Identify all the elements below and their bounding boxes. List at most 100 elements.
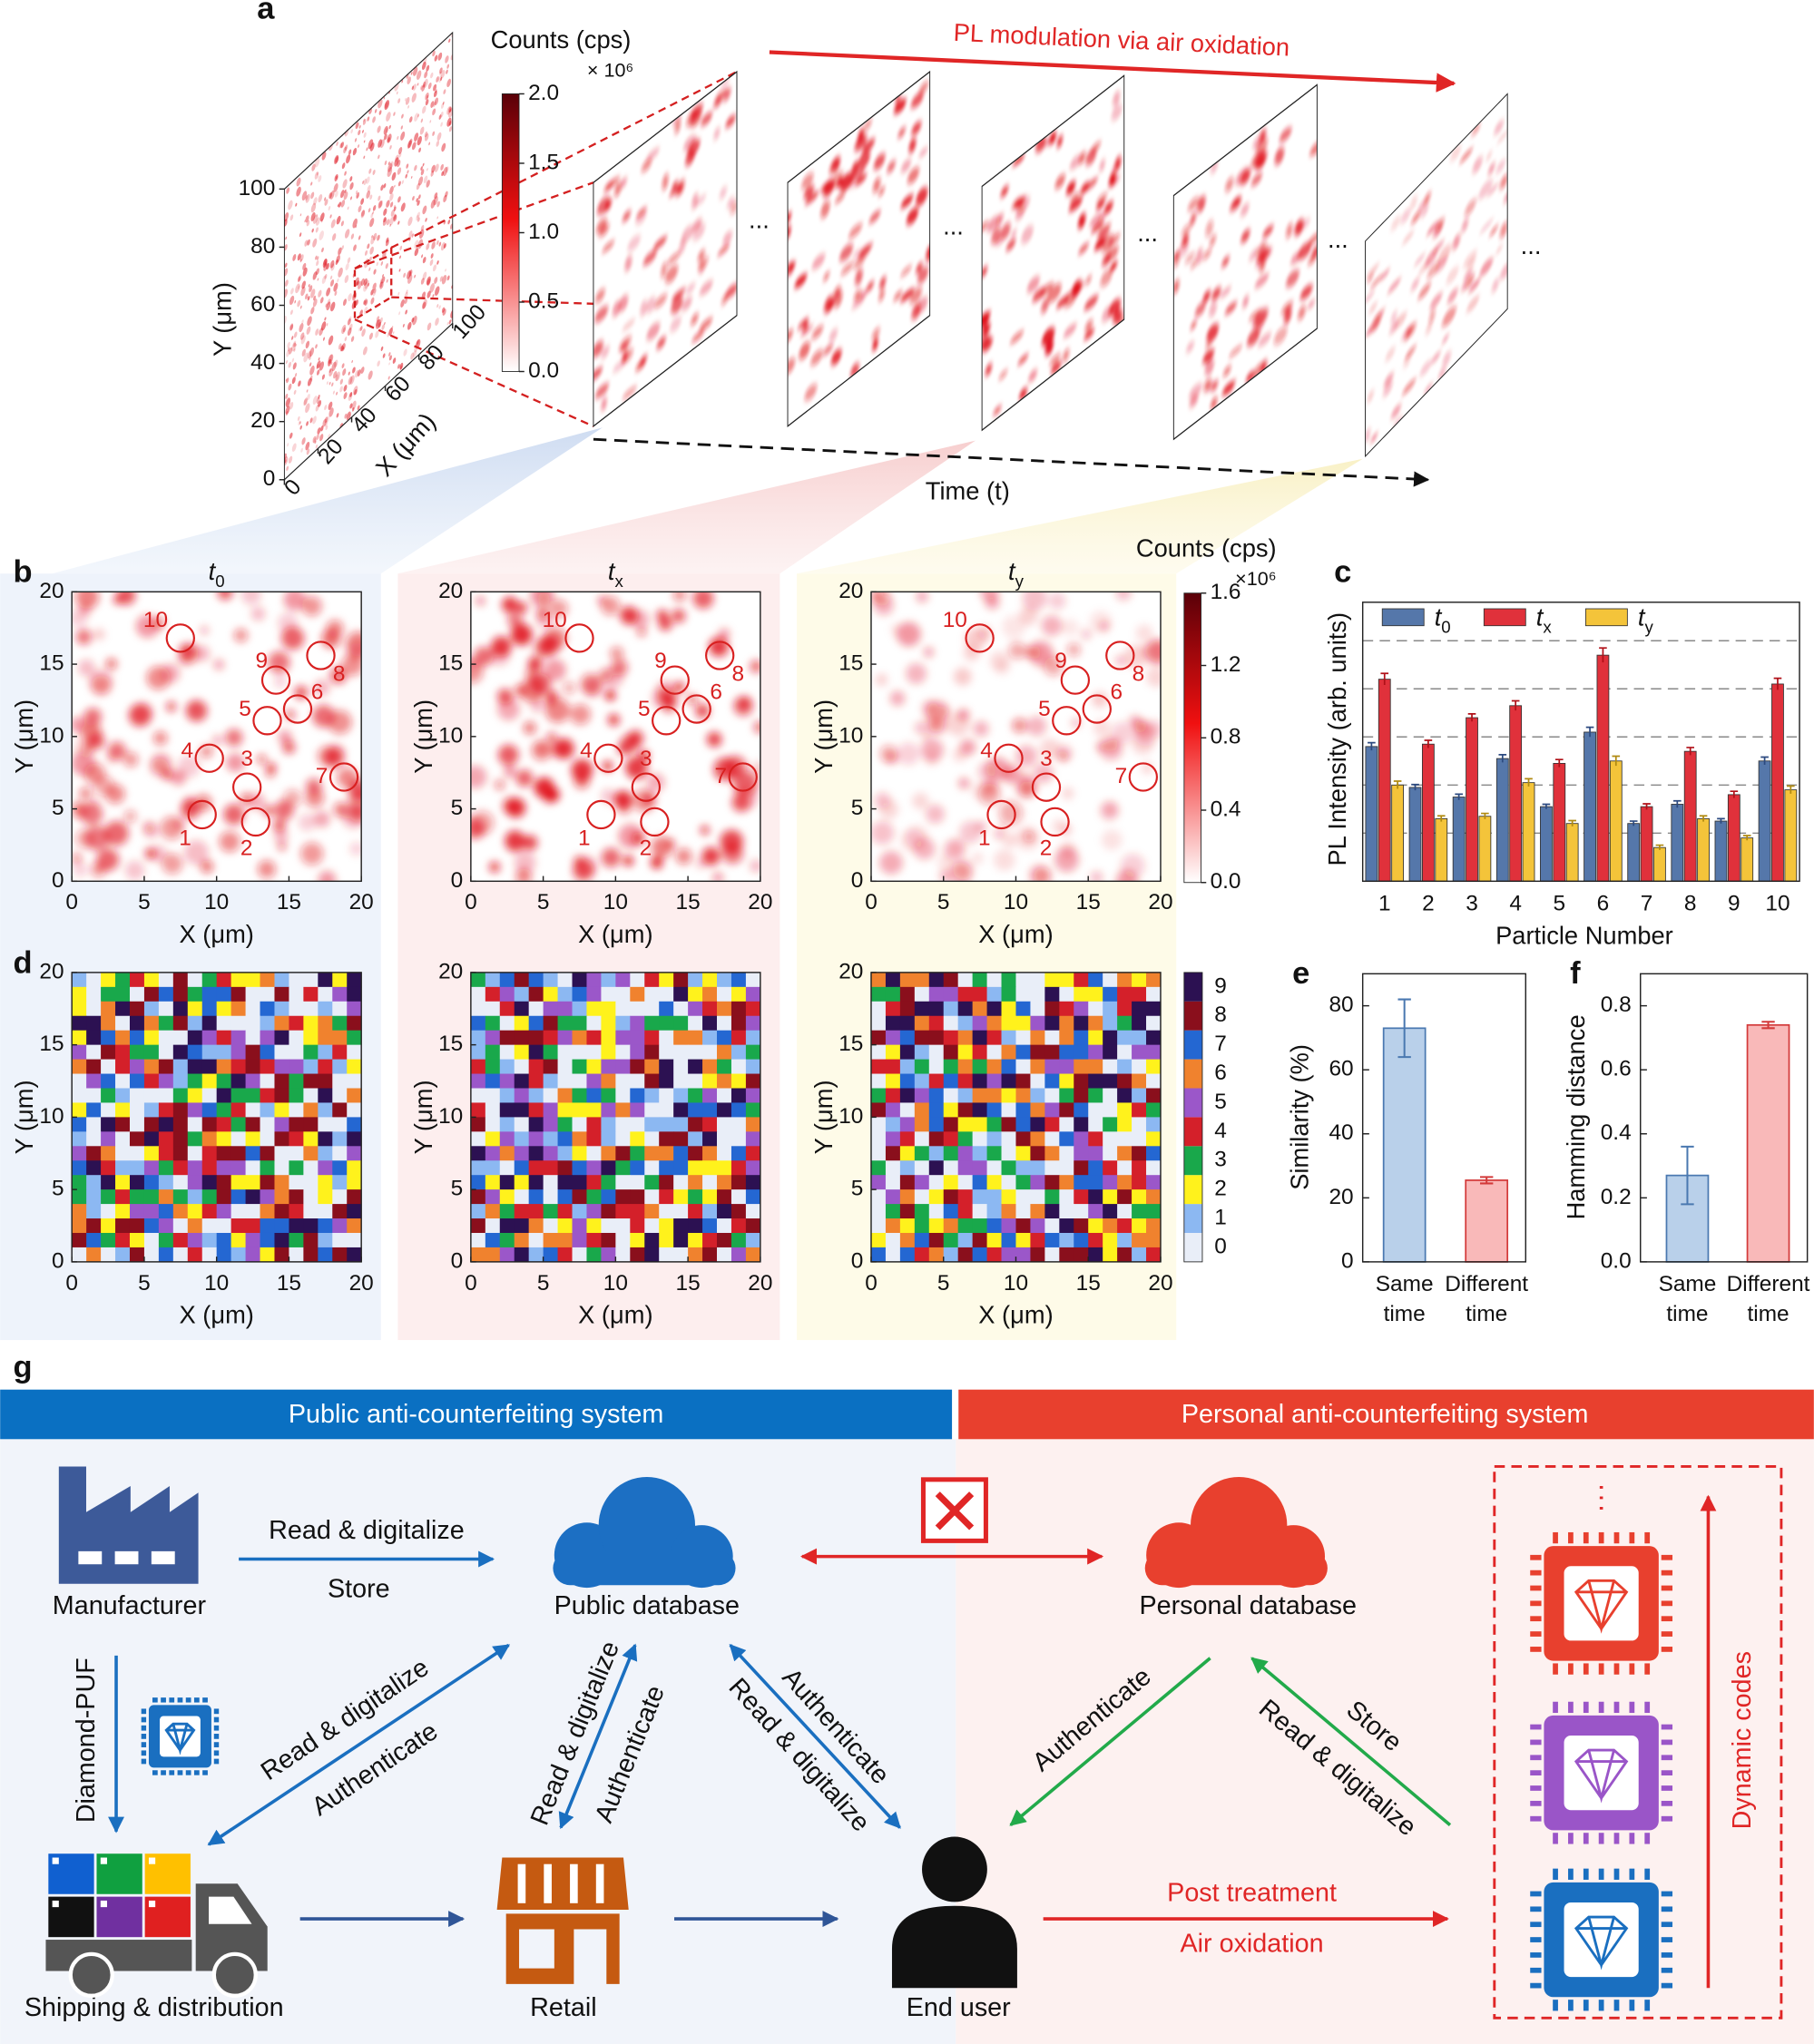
blob [620, 341, 629, 352]
pixel [630, 1102, 645, 1118]
speckle [315, 227, 319, 233]
y-tick-label: 0.2 [1601, 1185, 1632, 1209]
speckle [389, 216, 395, 226]
speckle [315, 405, 319, 412]
speckle [316, 171, 319, 176]
pixel [1059, 1189, 1074, 1205]
x-tick-label: 2 [1422, 892, 1435, 916]
blob [1002, 832, 1017, 848]
speckle [381, 276, 386, 284]
blob [1479, 218, 1494, 234]
chip-pin [169, 1770, 175, 1775]
pixel [1015, 1218, 1031, 1234]
pixel [528, 1015, 544, 1032]
blob [1431, 351, 1441, 364]
pixel [673, 1247, 689, 1263]
error-bar [1717, 817, 1725, 824]
x-tick-label: 5 [1554, 892, 1566, 916]
blob [858, 128, 865, 143]
pixel [129, 1001, 145, 1017]
pixel [972, 972, 988, 988]
speckle [333, 282, 338, 292]
speckle [328, 381, 331, 386]
blob [611, 659, 628, 676]
pixel [572, 1015, 587, 1032]
pixel [303, 1059, 319, 1074]
blob [1173, 253, 1181, 268]
pixel [86, 1015, 102, 1032]
speckle [405, 173, 407, 179]
colorbar-tick-label: 0.5 [528, 289, 559, 313]
blob [1042, 327, 1055, 347]
speckle [399, 365, 403, 370]
pixel [143, 1146, 160, 1161]
speckle [306, 389, 309, 393]
pixel [332, 1001, 348, 1017]
chip-pin [1644, 1868, 1651, 1880]
blob [878, 276, 887, 289]
panel-label: b [14, 554, 33, 589]
pixel [957, 1001, 974, 1017]
pixel [187, 1175, 203, 1190]
speckle [360, 210, 366, 219]
diamond [164, 1722, 196, 1755]
blob [1083, 295, 1099, 310]
blob [1002, 615, 1026, 640]
pixel [318, 1189, 333, 1205]
pixel [187, 1204, 203, 1219]
speckle [296, 186, 301, 197]
pixel [347, 1218, 362, 1234]
blob [1090, 871, 1103, 882]
pixel [485, 972, 501, 988]
pixel [601, 1175, 616, 1190]
pixel [957, 1247, 974, 1263]
pixel [1117, 1015, 1133, 1032]
blob [1428, 308, 1436, 324]
speckle [436, 200, 440, 208]
blob [853, 289, 862, 301]
blob [713, 127, 721, 141]
pixel [274, 1175, 289, 1190]
y-tick-label: 0 [263, 466, 276, 491]
blob [691, 330, 705, 343]
speckle [305, 340, 310, 349]
x-tick-label: 6 [1597, 892, 1610, 916]
blob [646, 322, 661, 341]
speckle [372, 289, 377, 297]
speckle [339, 142, 343, 149]
speckle [358, 327, 361, 332]
pixel [245, 986, 260, 1002]
speckle [297, 416, 300, 421]
speckle [349, 391, 353, 397]
pixel [928, 1232, 945, 1248]
speckle [425, 218, 427, 222]
y-tick-label: 40 [1329, 1120, 1353, 1145]
particle-marker [194, 743, 224, 773]
pixel [972, 1059, 988, 1074]
speckle [379, 281, 384, 289]
pixel [557, 1001, 573, 1017]
panel-label: e [1292, 956, 1309, 991]
blob [857, 289, 868, 302]
blob [666, 251, 681, 265]
blob [957, 778, 970, 789]
pixel [745, 1146, 761, 1161]
speckle [318, 357, 320, 361]
blocked-cross [935, 1491, 975, 1531]
pixel [72, 1218, 87, 1234]
pixel [289, 1117, 304, 1132]
pixel [201, 1102, 218, 1118]
blob [839, 243, 854, 262]
pixel [72, 1015, 87, 1032]
particle-label: 4 [580, 738, 593, 763]
blob [1095, 192, 1108, 206]
blob [107, 741, 126, 760]
blob [326, 620, 344, 638]
speckle [355, 369, 359, 378]
speckle [328, 335, 334, 346]
speckle [386, 200, 390, 208]
pixel [1088, 1088, 1103, 1103]
bar [1421, 743, 1435, 882]
blob [831, 171, 844, 189]
particle-marker [252, 706, 282, 736]
